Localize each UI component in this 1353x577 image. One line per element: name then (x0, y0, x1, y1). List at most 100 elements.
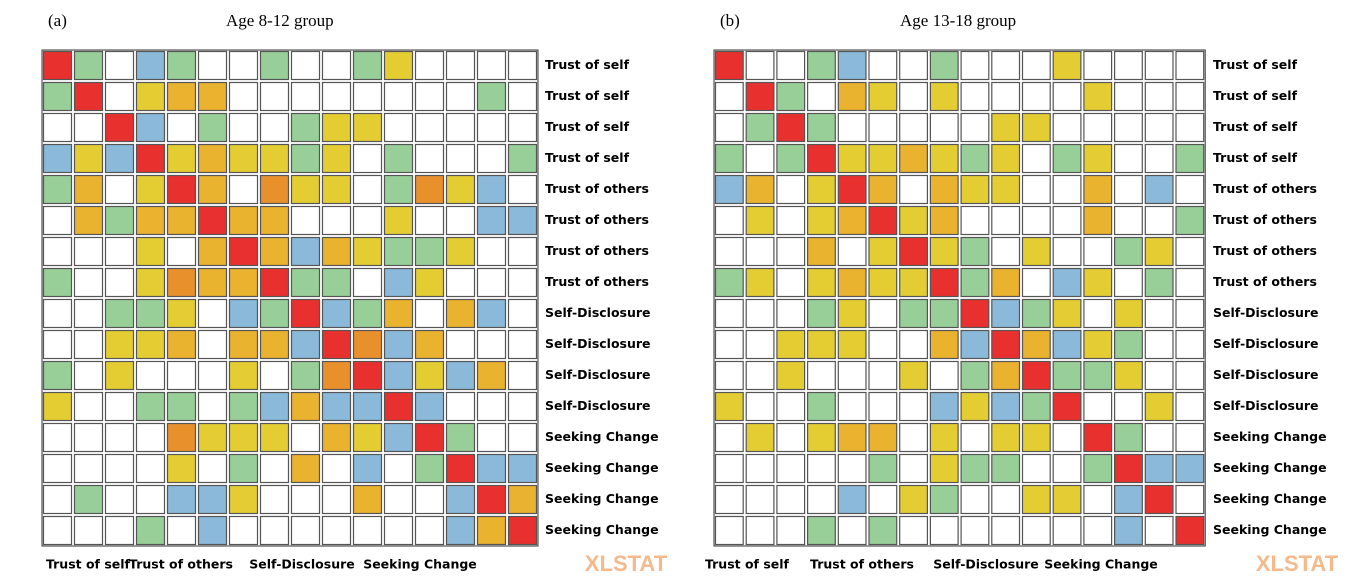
cell (414, 112, 445, 143)
cell (837, 298, 867, 329)
grid-border (713, 49, 1206, 547)
cell (745, 422, 775, 453)
cell (166, 484, 197, 515)
cell (42, 360, 73, 391)
cell (1083, 329, 1113, 360)
cell (445, 453, 476, 484)
cell (776, 143, 806, 174)
cell (1144, 112, 1174, 143)
cell (476, 112, 507, 143)
cell (929, 298, 959, 329)
cell (1052, 112, 1082, 143)
cell (321, 298, 352, 329)
cell (1052, 453, 1082, 484)
cell (837, 329, 867, 360)
cell (104, 205, 135, 236)
cell (445, 329, 476, 360)
cell (414, 298, 445, 329)
cell (1052, 174, 1082, 205)
cell (228, 453, 259, 484)
cell (321, 453, 352, 484)
cell (1144, 174, 1174, 205)
cell (290, 174, 321, 205)
cell (1021, 81, 1051, 112)
row-label: Seeking Change (1213, 522, 1327, 537)
cell (868, 236, 898, 267)
cell (1052, 484, 1082, 515)
cell (197, 50, 228, 81)
row-label: Trust of others (1213, 243, 1317, 258)
cell (476, 174, 507, 205)
cell (383, 112, 414, 143)
cell (1113, 360, 1143, 391)
cell (960, 422, 990, 453)
cell (806, 50, 836, 81)
cell (929, 422, 959, 453)
cell (42, 484, 73, 515)
cell (1175, 422, 1205, 453)
cell (352, 484, 383, 515)
cell (414, 515, 445, 546)
cell (259, 329, 290, 360)
cell (352, 298, 383, 329)
cell (383, 81, 414, 112)
x-label: Self-Disclosure (249, 557, 355, 572)
cell (259, 112, 290, 143)
cell (445, 360, 476, 391)
cell (837, 81, 867, 112)
cell (745, 50, 775, 81)
cell (929, 205, 959, 236)
cell (166, 422, 197, 453)
cell (899, 143, 929, 174)
cell (259, 360, 290, 391)
cell (135, 174, 166, 205)
cell (1175, 515, 1205, 546)
cell (837, 143, 867, 174)
cell (290, 205, 321, 236)
cell (197, 298, 228, 329)
cell (806, 298, 836, 329)
cell (1113, 329, 1143, 360)
cell (73, 143, 104, 174)
cell (321, 205, 352, 236)
cell (197, 360, 228, 391)
cell (290, 329, 321, 360)
cell (1021, 453, 1051, 484)
cell (1021, 174, 1051, 205)
row-label: Trust of others (545, 212, 649, 227)
cell (135, 298, 166, 329)
cell (991, 143, 1021, 174)
cell (445, 236, 476, 267)
cell (929, 267, 959, 298)
cell (259, 267, 290, 298)
cell (445, 515, 476, 546)
cell (929, 484, 959, 515)
cell (383, 174, 414, 205)
cell (868, 81, 898, 112)
cell (42, 81, 73, 112)
cell (1052, 81, 1082, 112)
cell (414, 50, 445, 81)
cell (1113, 143, 1143, 174)
cell (476, 360, 507, 391)
cell (352, 515, 383, 546)
cell (166, 81, 197, 112)
cell (166, 50, 197, 81)
cell (507, 143, 538, 174)
cell (1113, 422, 1143, 453)
cell (445, 174, 476, 205)
cell (1144, 484, 1174, 515)
cell (197, 112, 228, 143)
cell (899, 329, 929, 360)
cell (899, 391, 929, 422)
cell (899, 484, 929, 515)
cell (1144, 422, 1174, 453)
cell (445, 484, 476, 515)
cell (929, 391, 959, 422)
cell (321, 484, 352, 515)
cell (135, 50, 166, 81)
cell (1021, 205, 1051, 236)
cell (197, 81, 228, 112)
cell (104, 422, 135, 453)
cell (476, 81, 507, 112)
